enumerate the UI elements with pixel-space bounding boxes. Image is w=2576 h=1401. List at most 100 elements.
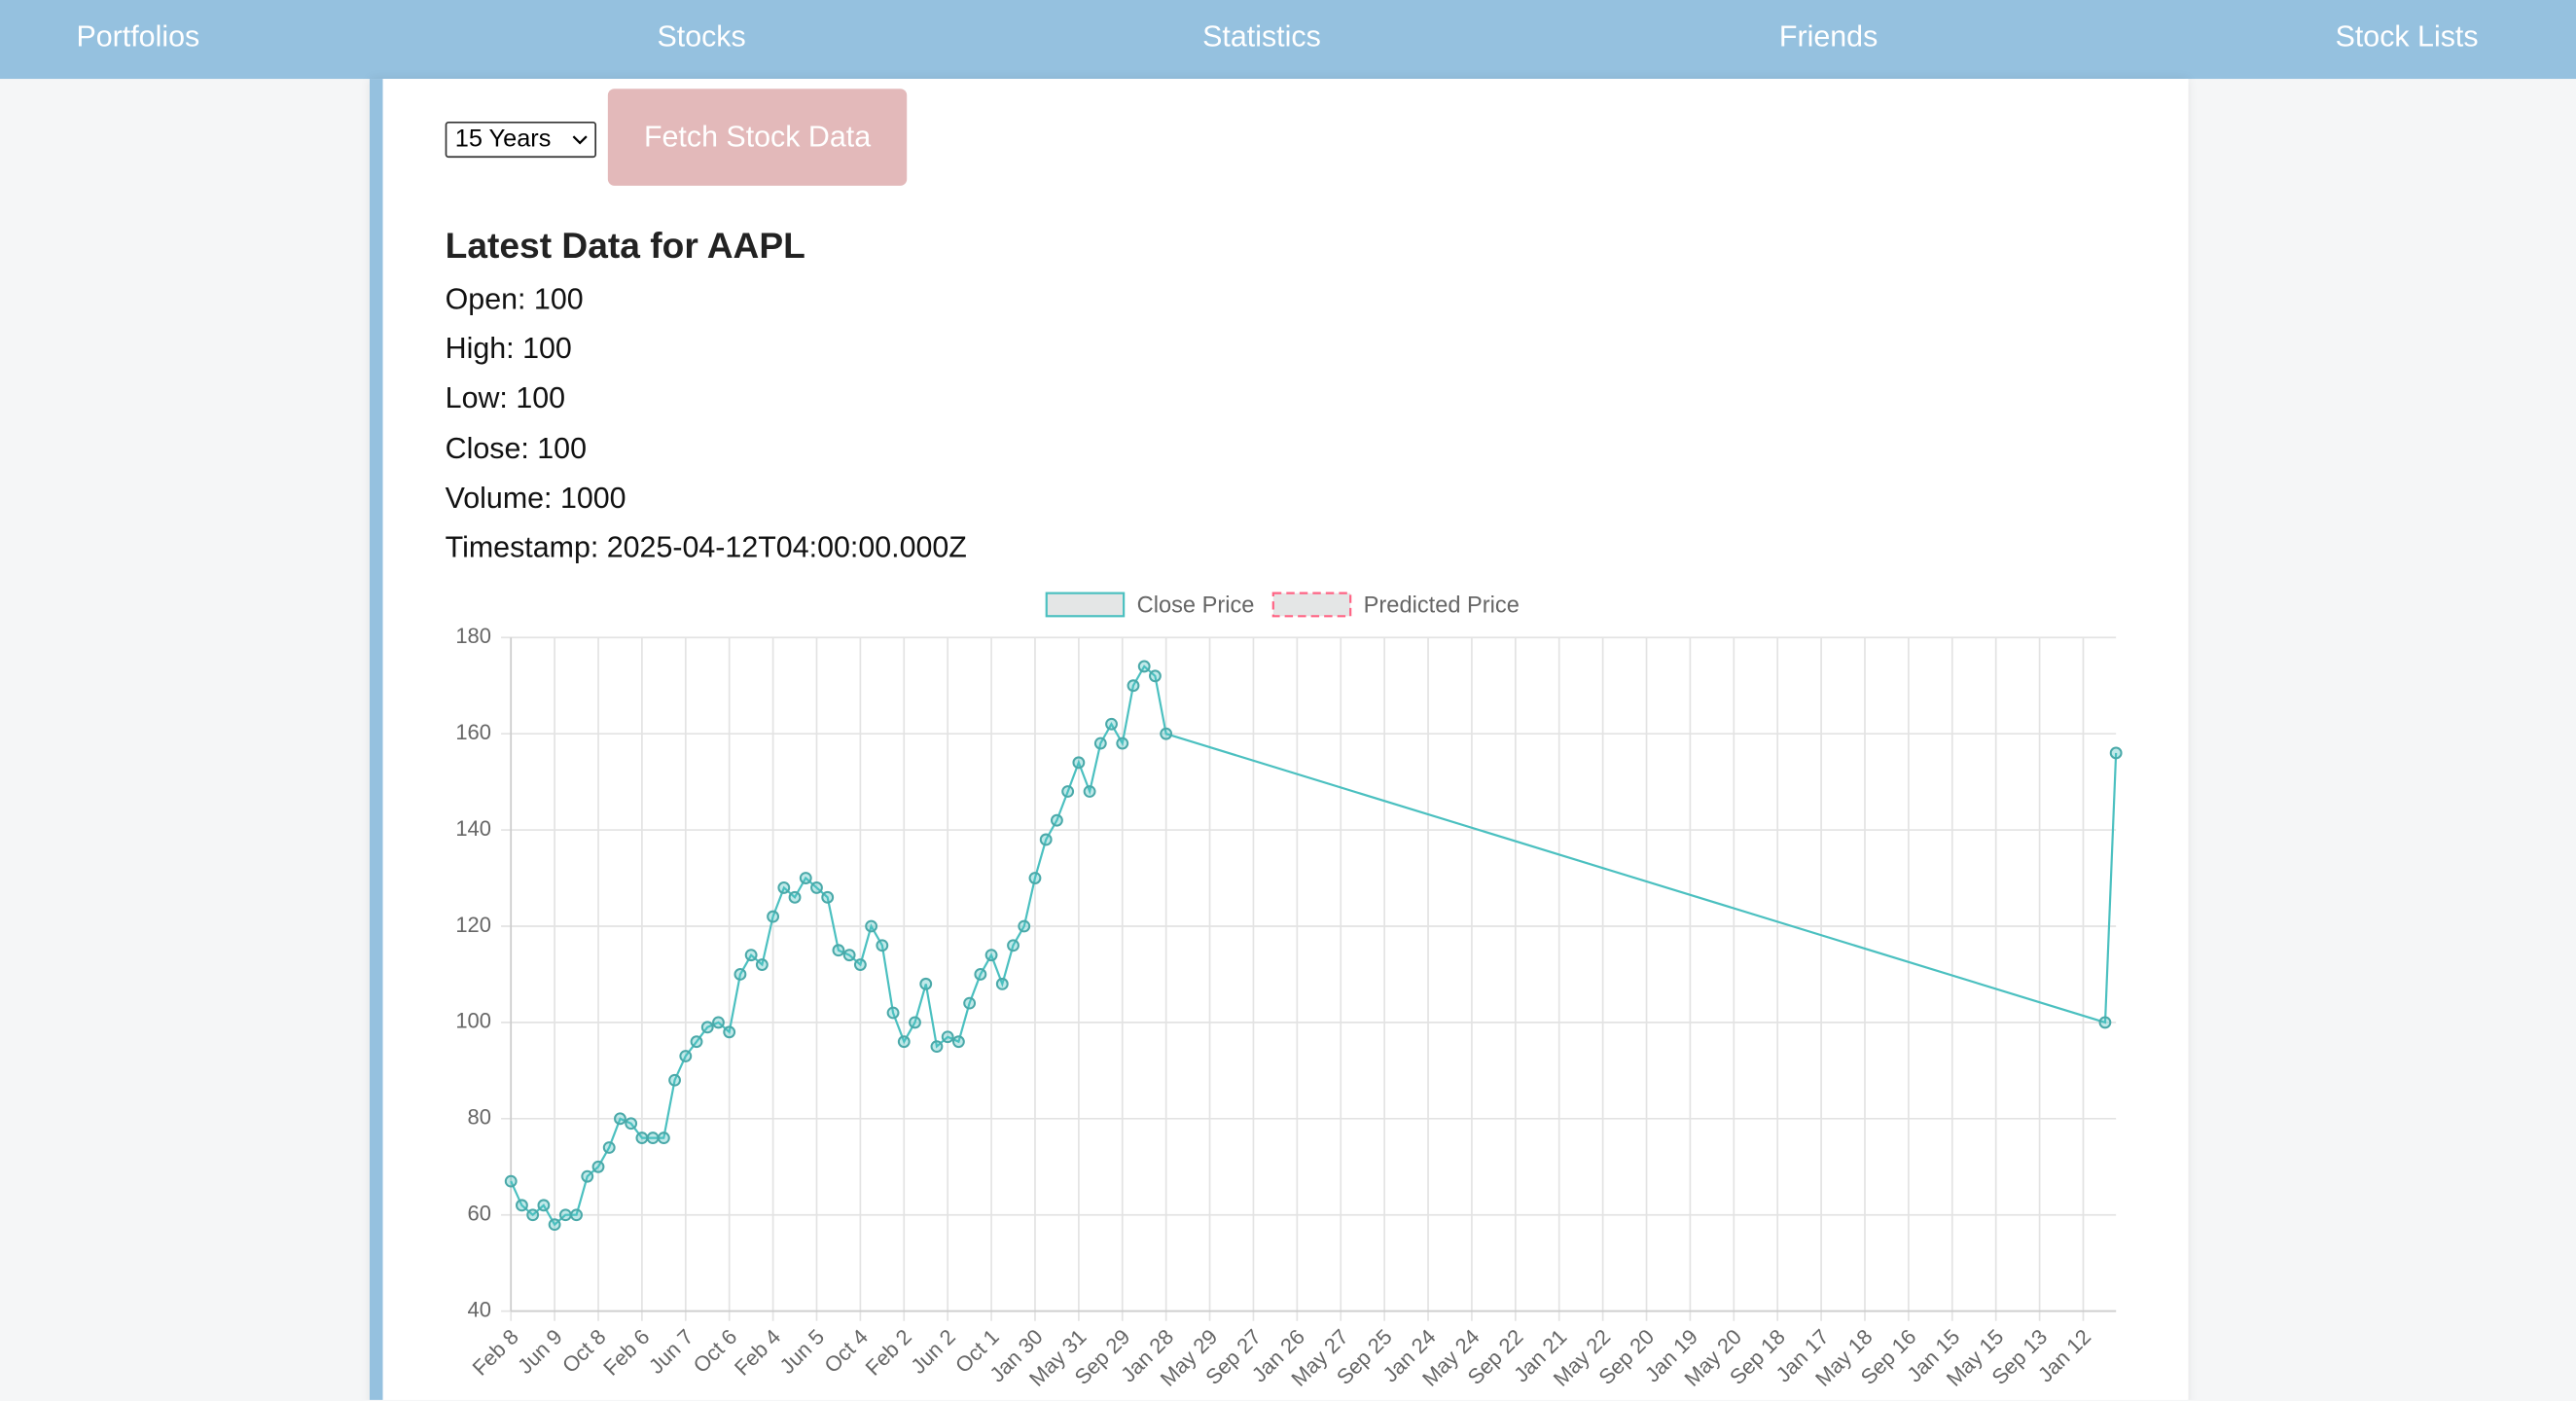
y-tick-label: 140 xyxy=(455,816,491,841)
data-point xyxy=(1072,756,1086,770)
dropdown-arrow xyxy=(572,135,588,145)
data-point xyxy=(723,1025,736,1039)
period-text: 15 Years xyxy=(454,125,552,154)
y-tick-label: 40 xyxy=(468,1297,491,1321)
data-point xyxy=(853,958,867,971)
data-line: Timestamp: 2025-04-12T04:00:00.000Z xyxy=(445,530,967,564)
x-tick-label: Oct 6 xyxy=(689,1324,742,1378)
data-point xyxy=(700,1021,714,1034)
data-point xyxy=(537,1199,551,1212)
data-point xyxy=(832,944,845,957)
data-point xyxy=(1137,660,1151,673)
data-point xyxy=(516,1199,528,1212)
data-point xyxy=(558,1208,572,1222)
data-point xyxy=(1116,736,1129,750)
data-point xyxy=(733,968,747,981)
y-tick-label: 60 xyxy=(468,1202,491,1226)
data-point xyxy=(1093,736,1107,750)
fetch-button[interactable]: Fetch Stock Data xyxy=(607,89,908,186)
x-tick-label: Oct 4 xyxy=(819,1324,873,1378)
data-point xyxy=(919,977,933,990)
x-tick-label: Oct 8 xyxy=(557,1324,611,1378)
data-point xyxy=(591,1160,605,1173)
data-point xyxy=(1050,813,1063,827)
data-point xyxy=(842,949,856,962)
period-select[interactable]: 15 Years xyxy=(445,121,597,159)
data-point xyxy=(963,996,977,1010)
data-point xyxy=(788,890,802,904)
data-point xyxy=(1018,919,1031,933)
y-tick-label: 100 xyxy=(455,1009,491,1033)
data-point xyxy=(909,1016,921,1029)
data-point xyxy=(625,1117,638,1131)
data-point xyxy=(744,949,758,962)
data-line: Low: 100 xyxy=(445,381,566,415)
data-point xyxy=(799,872,812,884)
data-point xyxy=(941,1030,954,1044)
content-panel xyxy=(369,79,2189,1400)
data-point xyxy=(974,968,987,981)
data-point xyxy=(865,919,878,933)
data-point xyxy=(679,1050,693,1062)
data-line: Close: 100 xyxy=(445,431,587,465)
data-point xyxy=(2098,1016,2112,1029)
data-point xyxy=(635,1132,649,1145)
nav-link[interactable]: Statistics xyxy=(1202,19,1321,54)
data-point xyxy=(1127,679,1140,693)
nav-link[interactable]: Stocks xyxy=(657,19,746,54)
legend-label: Predicted Price xyxy=(1364,593,1520,618)
series-line xyxy=(510,665,2118,1227)
legend-label: Close Price xyxy=(1137,593,1255,618)
data-point xyxy=(2109,746,2123,760)
data-point xyxy=(767,910,780,923)
data-point xyxy=(548,1218,561,1232)
data-point xyxy=(886,1006,900,1020)
x-tick-label: Jun 7 xyxy=(644,1324,698,1379)
data-point xyxy=(1061,785,1075,798)
y-tick-label: 180 xyxy=(455,624,491,648)
data-point xyxy=(1105,717,1118,731)
data-point xyxy=(570,1208,583,1222)
data-point xyxy=(995,977,1009,990)
data-point xyxy=(690,1035,703,1049)
data-point xyxy=(777,881,791,894)
legend-swatch xyxy=(1045,592,1126,618)
legend-swatch xyxy=(1271,592,1352,618)
x-tick-label: Feb 6 xyxy=(598,1324,654,1380)
data-point xyxy=(897,1035,911,1049)
data-point xyxy=(930,1040,944,1054)
data-point xyxy=(755,958,769,971)
y-tick-label: 80 xyxy=(468,1105,491,1130)
data-point xyxy=(646,1132,660,1145)
data-line: Open: 100 xyxy=(445,282,584,316)
nav-link[interactable]: Friends xyxy=(1778,19,1878,54)
x-tick-label: Jun 9 xyxy=(513,1324,567,1379)
data-point xyxy=(1039,833,1053,846)
data-point xyxy=(614,1112,626,1126)
data-point xyxy=(668,1073,681,1087)
data-line: Volume: 1000 xyxy=(445,481,626,515)
y-tick-label: 120 xyxy=(455,913,491,937)
x-tick-label: Jun 5 xyxy=(775,1324,830,1379)
x-tick-label: Feb 8 xyxy=(468,1324,523,1380)
nav-link[interactable]: Stock Lists xyxy=(2335,19,2479,54)
data-point xyxy=(1149,669,1162,683)
data-point xyxy=(1028,872,1042,884)
data-point xyxy=(951,1035,965,1049)
nav-link[interactable]: Portfolios xyxy=(76,19,200,54)
data-point xyxy=(876,939,889,952)
data-point xyxy=(810,881,823,894)
data-point xyxy=(581,1169,594,1183)
data-point xyxy=(504,1174,518,1188)
data-point xyxy=(657,1132,670,1145)
nav-bar: Portfolios Stocks Statistics Friends Stock L… xyxy=(0,0,2576,80)
x-tick-label: Feb 4 xyxy=(730,1324,785,1380)
latest-heading: Latest Data for AAPL xyxy=(445,225,805,267)
data-point xyxy=(821,890,835,904)
data-line: High: 100 xyxy=(445,332,572,366)
x-tick-label: Feb 2 xyxy=(861,1324,916,1380)
data-point xyxy=(1007,939,1020,952)
data-point xyxy=(526,1208,540,1222)
